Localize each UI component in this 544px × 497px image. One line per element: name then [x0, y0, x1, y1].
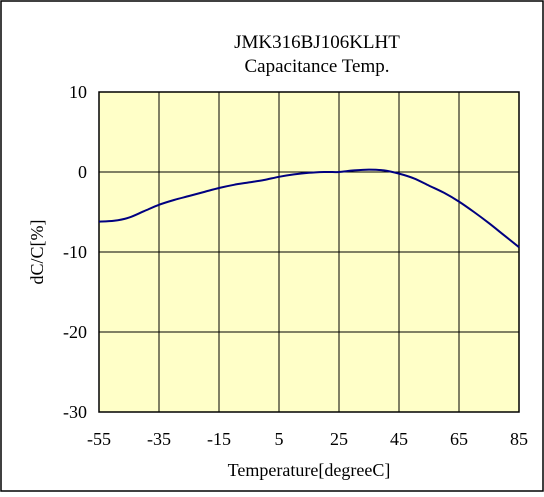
y-tick-label: -30	[63, 402, 87, 422]
x-tick-label: 5	[275, 429, 284, 449]
x-tick-labels: -55 -35 -15 5 25 45 65 85	[87, 429, 528, 449]
grid-lines	[99, 92, 519, 412]
x-tick-label: -15	[207, 429, 231, 449]
x-tick-label: 45	[390, 429, 408, 449]
x-tick-label: 65	[450, 429, 468, 449]
x-tick-label: -35	[147, 429, 171, 449]
y-tick-label: -10	[63, 242, 87, 262]
x-tick-label: 85	[510, 429, 528, 449]
series-line	[98, 168, 520, 248]
y-tick-label: 0	[78, 162, 87, 182]
chart-subtitle: Capacitance Temp.	[245, 56, 390, 77]
y-tick-label: -20	[63, 322, 87, 342]
chart-title: JMK316BJ106KLHT	[234, 32, 400, 53]
x-axis-title: Temperature[degreeC]	[228, 460, 391, 480]
y-tick-labels: 10 0 -10 -20 -30	[63, 82, 87, 422]
x-tick-label: -55	[87, 429, 111, 449]
y-axis-title: dC/C[%]	[27, 220, 47, 285]
y-tick-label: 10	[69, 82, 87, 102]
x-tick-label: 25	[330, 429, 348, 449]
